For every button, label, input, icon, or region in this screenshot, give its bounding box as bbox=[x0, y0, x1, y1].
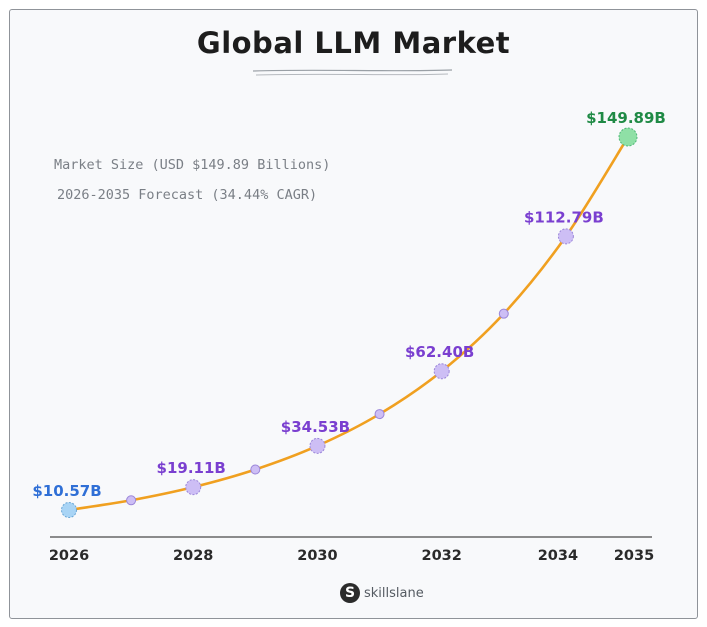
x-tick-label-2034: 2034 bbox=[538, 548, 578, 564]
x-tick-label-2035: 2035 bbox=[614, 548, 654, 564]
title-underline bbox=[252, 69, 453, 72]
series-line bbox=[67, 135, 630, 512]
skillslane-s-icon: S bbox=[340, 583, 360, 603]
data-point-2029 bbox=[250, 464, 261, 475]
x-tick-label-2032: 2032 bbox=[421, 548, 461, 564]
data-point-2028 bbox=[185, 479, 202, 496]
brand-name: skillslane bbox=[364, 585, 424, 601]
data-point-2033 bbox=[498, 308, 509, 319]
brand-logo: S skillslane bbox=[340, 581, 424, 605]
data-point-2030 bbox=[309, 437, 326, 454]
x-tick-label-2028: 2028 bbox=[173, 548, 213, 564]
title-underline-2 bbox=[255, 73, 449, 76]
data-label-2028: $19.11B bbox=[157, 459, 226, 477]
x-tick-label-2026: 2026 bbox=[49, 548, 89, 564]
chart-title: Global LLM Market bbox=[196, 26, 511, 60]
data-label-2030: $34.53B bbox=[281, 418, 350, 436]
data-label-2034: $112.79B bbox=[524, 208, 604, 226]
data-point-2031 bbox=[374, 409, 385, 420]
chart-subtitle-forecast: 2026-2035 Forecast (34.44% CAGR) bbox=[57, 187, 318, 203]
data-point-2026 bbox=[61, 502, 77, 518]
data-label-2026: $10.57B bbox=[32, 482, 101, 500]
data-point-2035 bbox=[618, 127, 638, 147]
data-point-2032 bbox=[433, 363, 450, 380]
data-label-2035: $149.89B bbox=[586, 109, 666, 127]
data-label-2032: $62.40B bbox=[405, 343, 474, 361]
data-point-2027 bbox=[126, 495, 137, 506]
chart-subtitle-market-size: Market Size (USD $149.89 Billions) bbox=[54, 157, 331, 173]
chart-frame bbox=[9, 9, 698, 619]
data-point-2034 bbox=[557, 228, 574, 245]
x-tick-label-2030: 2030 bbox=[297, 548, 337, 564]
